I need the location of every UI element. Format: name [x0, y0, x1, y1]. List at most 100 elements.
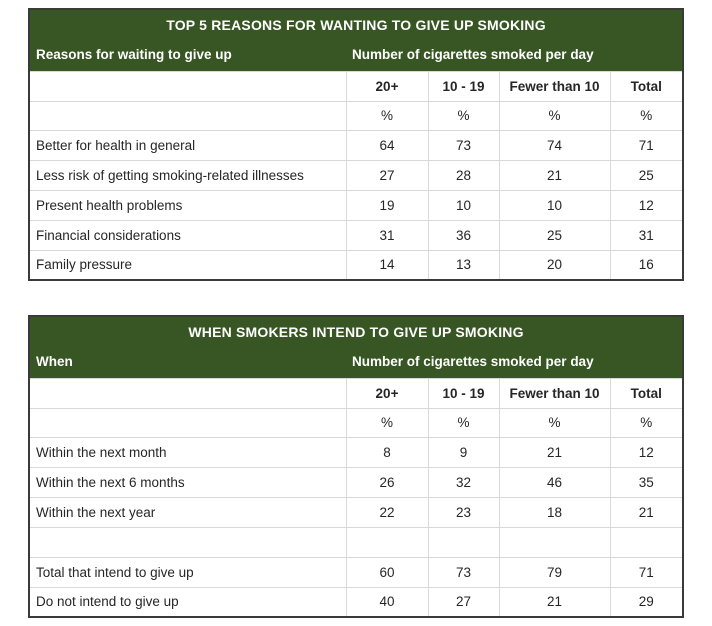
row-label: Present health problems: [28, 189, 347, 221]
row-label: Family pressure: [28, 249, 347, 281]
col-header-fewer-than-10: Fewer than 10: [498, 377, 611, 409]
table-title: WHEN SMOKERS INTEND TO GIVE UP SMOKING: [29, 316, 684, 346]
table-row: Financial considerations 31 36 25 31: [28, 219, 684, 251]
column-header-row: 20+ 10 - 19 Fewer than 10 Total: [28, 70, 684, 102]
table-subheader-row: When Number of cigarettes smoked per day: [29, 346, 684, 378]
value-cell: 73: [427, 556, 500, 588]
row-label: Within the next month: [28, 436, 347, 468]
table-row: Family pressure 14 13 20 16: [28, 249, 684, 281]
value-cell: 26: [345, 466, 429, 498]
col-header-10-19: 10 - 19: [427, 70, 500, 102]
stub-header: When: [29, 346, 346, 378]
unit-row: % % % %: [28, 407, 684, 438]
unit-cell: %: [609, 100, 684, 131]
col-header-total: Total: [609, 70, 684, 102]
unit-row: % % % %: [28, 100, 684, 131]
value-cell: 64: [345, 129, 429, 161]
value-cell: 74: [498, 129, 611, 161]
value-cell: 10: [498, 189, 611, 221]
value-cell: 21: [498, 586, 611, 618]
value-cell: 28: [427, 159, 500, 191]
unit-cell: %: [498, 100, 611, 131]
table-subheader-row: Reasons for waiting to give up Number of…: [29, 39, 684, 71]
value-cell: 22: [345, 496, 429, 528]
table-title-row: WHEN SMOKERS INTEND TO GIVE UP SMOKING: [29, 316, 684, 346]
value-cell: 20: [498, 249, 611, 281]
row-label-spacer: [28, 70, 347, 102]
table-row: Total that intend to give up 60 73 79 71: [28, 556, 684, 588]
unit-cell: %: [345, 407, 429, 438]
value-cell: 9: [427, 436, 500, 468]
col-header-20plus: 20+: [345, 377, 429, 409]
col-header-20plus: 20+: [345, 70, 429, 102]
value-cell: 73: [427, 129, 500, 161]
value-cell: 10: [427, 189, 500, 221]
unit-cell: %: [498, 407, 611, 438]
unit-cell: %: [345, 100, 429, 131]
value-cell: 12: [609, 436, 684, 468]
value-cell: 31: [345, 219, 429, 251]
value-cell: 25: [609, 159, 684, 191]
column-header-row: 20+ 10 - 19 Fewer than 10 Total: [28, 377, 684, 409]
value-cell: 71: [609, 129, 684, 161]
top5-reasons-table: TOP 5 REASONS FOR WANTING TO GIVE UP SMO…: [28, 8, 685, 281]
row-label: Do not intend to give up: [28, 586, 347, 618]
value-cell: 27: [427, 586, 500, 618]
row-label: Total that intend to give up: [28, 556, 347, 588]
value-cell: 60: [345, 556, 429, 588]
stub-header: Reasons for waiting to give up: [29, 39, 346, 71]
col-header-total: Total: [609, 377, 684, 409]
table-row: Within the next 6 months 26 32 46 35: [28, 466, 684, 498]
value-cell: 12: [609, 189, 684, 221]
row-label: Less risk of getting smoking-related ill…: [28, 159, 347, 191]
table-row: Better for health in general 64 73 74 71: [28, 129, 684, 161]
col-header-fewer-than-10: Fewer than 10: [498, 70, 611, 102]
value-cell: 21: [609, 496, 684, 528]
row-label: [28, 526, 347, 558]
row-label-spacer: [28, 377, 347, 409]
intend-to-give-up-table: WHEN SMOKERS INTEND TO GIVE UP SMOKING W…: [28, 315, 685, 618]
spacer-row: [28, 526, 684, 558]
row-label-spacer: [28, 407, 347, 438]
value-cell: 8: [345, 436, 429, 468]
row-label: Within the next 6 months: [28, 466, 347, 498]
value-cell: 27: [345, 159, 429, 191]
table-row: Within the next year 22 23 18 21: [28, 496, 684, 528]
unit-cell: %: [427, 100, 500, 131]
value-cell: 32: [427, 466, 500, 498]
table-row: Present health problems 19 10 10 12: [28, 189, 684, 221]
unit-cell: %: [609, 407, 684, 438]
value-cell: 16: [609, 249, 684, 281]
value-cell: 79: [498, 556, 611, 588]
row-label: Financial considerations: [28, 219, 347, 251]
row-label: Better for health in general: [28, 129, 347, 161]
value-cell: [427, 526, 500, 558]
value-cell: 21: [498, 436, 611, 468]
value-cell: 25: [498, 219, 611, 251]
value-cell: 18: [498, 496, 611, 528]
value-cell: [345, 526, 429, 558]
value-cell: 13: [427, 249, 500, 281]
col-header-10-19: 10 - 19: [427, 377, 500, 409]
row-label: Within the next year: [28, 496, 347, 528]
value-cell: 19: [345, 189, 429, 221]
span-header: Number of cigarettes smoked per day: [346, 346, 684, 378]
value-cell: 23: [427, 496, 500, 528]
table-row: Less risk of getting smoking-related ill…: [28, 159, 684, 191]
row-label-spacer: [28, 100, 347, 131]
value-cell: 29: [609, 586, 684, 618]
value-cell: 35: [609, 466, 684, 498]
unit-cell: %: [427, 407, 500, 438]
value-cell: 40: [345, 586, 429, 618]
value-cell: [609, 526, 684, 558]
table-title: TOP 5 REASONS FOR WANTING TO GIVE UP SMO…: [29, 9, 684, 39]
table-row: Within the next month 8 9 21 12: [28, 436, 684, 468]
table-row: Do not intend to give up 40 27 21 29: [28, 586, 684, 618]
value-cell: 31: [609, 219, 684, 251]
value-cell: 36: [427, 219, 500, 251]
value-cell: 71: [609, 556, 684, 588]
value-cell: 14: [345, 249, 429, 281]
value-cell: 46: [498, 466, 611, 498]
value-cell: [498, 526, 611, 558]
